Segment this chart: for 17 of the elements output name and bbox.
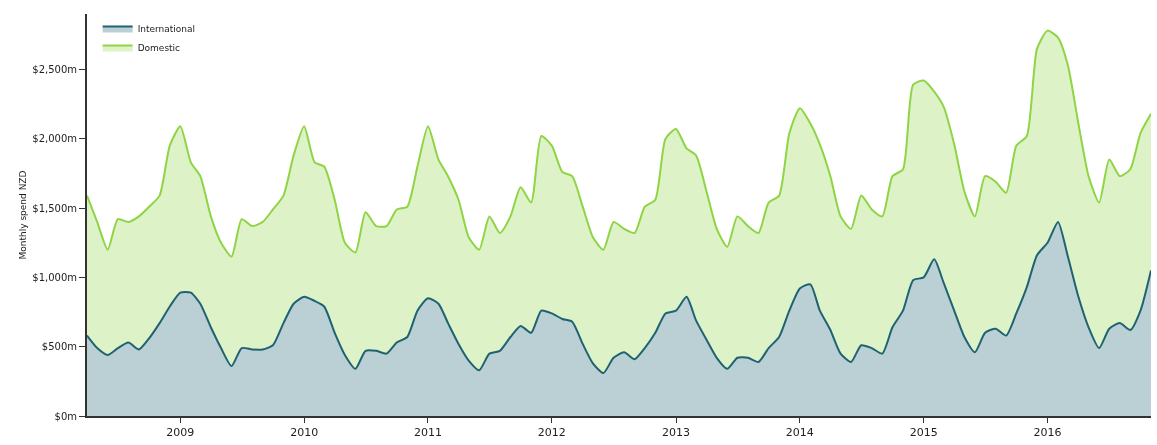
y-tick-label: $1,000m — [32, 271, 77, 283]
x-tick-label: 2012 — [537, 426, 566, 440]
x-tick-label: 2014 — [785, 426, 814, 440]
legend-label: Domestic — [137, 43, 181, 54]
x-tick-label: 2013 — [662, 426, 690, 440]
y-tick-label: $0m — [54, 410, 77, 422]
x-tick-label: 2011 — [413, 426, 442, 440]
y-tick-label: $2,000m — [32, 133, 77, 145]
x-tick-label: 2010 — [290, 426, 319, 440]
y-tick-label: $1,500m — [32, 202, 77, 214]
legend-label: International — [137, 24, 196, 35]
y-tick-label: $2,500m — [32, 63, 77, 75]
y-tick-label: $500m — [41, 341, 77, 353]
x-tick-label: 2016 — [1033, 426, 1062, 440]
y-axis-title: Monthly spend NZD — [18, 170, 29, 260]
x-tick-label: 2015 — [909, 426, 938, 440]
x-tick-label: 2009 — [166, 426, 195, 440]
